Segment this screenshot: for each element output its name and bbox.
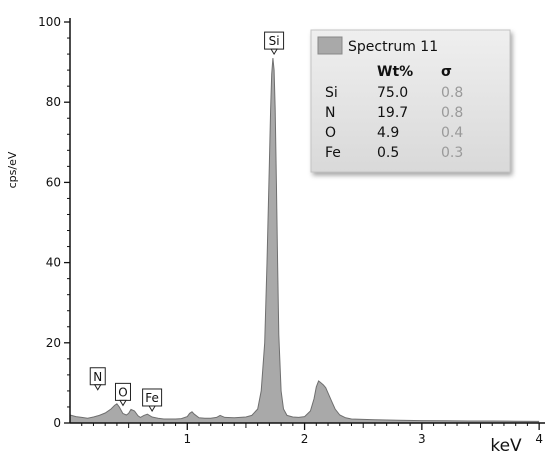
x-tick-label: 4 bbox=[535, 432, 543, 446]
spectrum-line bbox=[69, 58, 540, 422]
y-tick-label: 0 bbox=[53, 416, 61, 430]
peak-label-text: Si bbox=[269, 34, 280, 48]
peak-label-si: Si bbox=[264, 31, 285, 56]
y-tick-label: 60 bbox=[46, 175, 61, 189]
legend-header-wt: Wt% bbox=[377, 64, 413, 80]
legend: Spectrum 11 Wt% σ Si 75.0 0.8 N 19.7 0.8 O 4.9 0.4… bbox=[310, 29, 511, 173]
peak-label-text: N bbox=[93, 370, 102, 384]
peak-label-o: O bbox=[114, 382, 131, 407]
peak-label-pointer bbox=[93, 384, 102, 391]
legend-header-sigma: σ bbox=[441, 64, 452, 80]
legend-element: N bbox=[325, 105, 335, 121]
x-tick-label: 2 bbox=[301, 432, 309, 446]
peak-label-pointer bbox=[270, 48, 278, 56]
legend-sigma-value: 0.3 bbox=[441, 145, 463, 161]
legend-sigma-value: 0.4 bbox=[441, 125, 463, 141]
y-tick-label: 100 bbox=[38, 15, 61, 29]
x-tick-label: 3 bbox=[418, 432, 426, 446]
legend-element: Fe bbox=[325, 145, 341, 161]
peak-label-pointer bbox=[148, 405, 156, 412]
peak-label-pointer bbox=[119, 399, 127, 407]
y-tick-label: 40 bbox=[46, 256, 61, 270]
legend-sigma-value: 0.8 bbox=[441, 85, 463, 101]
legend-wt-value: 75.0 bbox=[377, 85, 408, 101]
x-tick-label: 1 bbox=[183, 432, 191, 446]
y-tick-label: 20 bbox=[46, 336, 61, 350]
legend-title: Spectrum 11 bbox=[348, 39, 438, 55]
legend-wt-value: 4.9 bbox=[377, 125, 399, 141]
legend-swatch bbox=[317, 36, 343, 55]
legend-element: O bbox=[325, 125, 336, 141]
y-ticks: 0 20 40 60 80 100 bbox=[38, 15, 70, 430]
legend-element: Si bbox=[325, 85, 338, 101]
legend-table: Wt% σ Si 75.0 0.8 N 19.7 0.8 O 4.9 0.4 Fe 0.5 0.3 bbox=[325, 64, 463, 161]
legend-wt-value: 0.5 bbox=[377, 145, 399, 161]
y-axis-label: cps/eV bbox=[6, 151, 19, 188]
y-tick-label: 80 bbox=[46, 95, 61, 109]
legend-box bbox=[310, 29, 511, 173]
peak-labels: Si N O Fe bbox=[89, 31, 285, 412]
peak-label-text: O bbox=[118, 385, 127, 399]
legend-sigma-value: 0.8 bbox=[441, 105, 463, 121]
x-axis-label: keV bbox=[490, 436, 522, 452]
axes: 0 20 40 60 80 100 1 2 3 4 cps/eV keV bbox=[6, 15, 545, 452]
x-ticks: 1 2 3 4 bbox=[81, 423, 543, 446]
legend-wt-value: 19.7 bbox=[377, 105, 408, 121]
peak-label-n: N bbox=[89, 367, 106, 391]
peak-label-text: Fe bbox=[145, 391, 159, 405]
plot-area bbox=[69, 58, 540, 423]
peak-label-fe: Fe bbox=[142, 388, 163, 412]
